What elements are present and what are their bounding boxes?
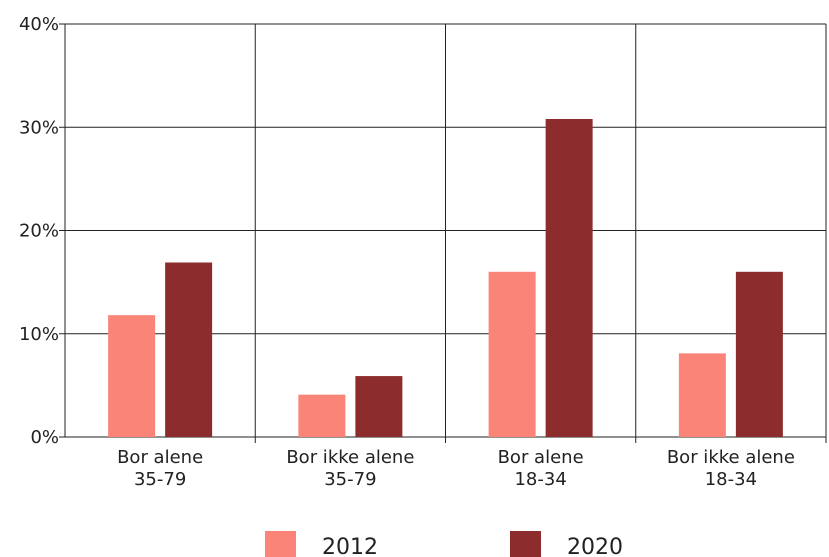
legend-label: 2012 [322, 535, 378, 557]
bar [108, 315, 156, 437]
legend-label: 2020 [567, 535, 623, 557]
bar [488, 271, 536, 437]
y-tick-label: 40% [19, 14, 59, 35]
bar [545, 118, 593, 438]
x-tick-label: Bor alene 18-34 [498, 447, 584, 490]
x-tick-label: Bor ikke alene 35-79 [286, 447, 414, 490]
x-tick-label: Bor ikke alene 18-34 [667, 447, 795, 490]
legend-swatch [510, 531, 541, 557]
y-tick-label: 30% [19, 117, 59, 138]
y-tick-label: 0% [30, 427, 59, 448]
y-tick-label: 10% [19, 324, 59, 345]
bar [355, 376, 403, 437]
bar [298, 394, 346, 437]
bar [165, 262, 213, 437]
bar [678, 353, 726, 437]
y-tick-label: 20% [19, 221, 59, 242]
x-tick-label: Bor alene 35-79 [117, 447, 203, 490]
bar [735, 271, 783, 437]
legend-swatch [265, 531, 296, 557]
